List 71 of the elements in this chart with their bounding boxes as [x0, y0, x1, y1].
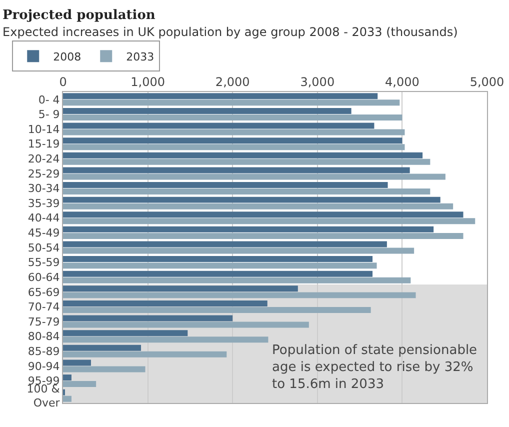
- bar: [63, 138, 402, 144]
- annotation: Population of state pensionable age is expected to rise by 32% to 15.6m in 2033: [272, 343, 478, 392]
- bar: [63, 232, 464, 239]
- bar: [63, 188, 430, 195]
- y-tick-label: 40-44: [28, 212, 60, 225]
- y-tick-label: 70-74: [28, 300, 60, 314]
- bar: [63, 336, 268, 343]
- y-tick-label: 10-14: [28, 122, 60, 136]
- bar: [63, 248, 414, 254]
- bar: [63, 174, 446, 180]
- bar: [63, 307, 371, 313]
- bar: [63, 256, 373, 262]
- bar: [63, 218, 476, 224]
- bar: [63, 241, 387, 248]
- y-tick-label: 55-59: [28, 256, 60, 270]
- bar: [63, 360, 91, 366]
- bar: [63, 152, 423, 158]
- bar: [63, 114, 402, 120]
- bar: [63, 203, 454, 210]
- bar: [63, 144, 405, 150]
- bar: [63, 212, 464, 218]
- y-tick-label: 85-89: [28, 345, 60, 358]
- bar: [63, 129, 405, 136]
- y-tick-label: 60-64: [28, 270, 60, 284]
- bar: [63, 182, 388, 188]
- legend-label: 2033: [126, 50, 154, 64]
- y-tick-label: 65-69: [28, 286, 60, 299]
- legend-label: 2008: [53, 50, 82, 64]
- bar: [63, 351, 227, 358]
- bar: [63, 100, 400, 106]
- y-tick-label: 35-39: [28, 196, 60, 210]
- y-tick-label: 20-24: [28, 152, 60, 166]
- y-tick-label: 25-29: [28, 167, 60, 180]
- bar: [63, 277, 411, 284]
- bar: [63, 262, 377, 269]
- bar: [63, 322, 309, 328]
- y-tick-label: 15-19: [28, 138, 60, 151]
- y-tick-label: 80-84: [28, 330, 60, 344]
- bar: [63, 366, 146, 372]
- y-tick-label: 50-54: [28, 241, 60, 254]
- bar: [63, 270, 373, 277]
- bar: [63, 300, 268, 306]
- bar: [63, 196, 440, 203]
- x-tick-label: 2,000: [215, 75, 250, 90]
- x-tick-label: 1,000: [130, 75, 165, 90]
- bar: [63, 330, 188, 336]
- bar: [63, 344, 142, 351]
- bar: [63, 93, 378, 100]
- x-tick-label: 5,000: [470, 75, 504, 90]
- bar: [63, 167, 410, 174]
- y-tick-label: 90-94: [28, 360, 60, 373]
- chart-subtitle: Expected increases in UK population by age group 2008 - 2033 (thousands): [2, 25, 458, 40]
- bar: [63, 158, 430, 165]
- bar: [63, 292, 416, 298]
- chart-title: Projected population: [2, 8, 156, 24]
- x-tick-label: 4,000: [385, 75, 420, 90]
- y-tick-label: 75-79: [28, 315, 60, 328]
- y-tick-label: 45-49: [28, 226, 60, 240]
- x-tick-label: 3,000: [300, 75, 335, 90]
- bar: [63, 374, 72, 381]
- y-tick-label: 0- 4: [38, 93, 60, 106]
- bar: [63, 315, 233, 322]
- y-tick-label: 30-34: [28, 182, 60, 196]
- bar: [63, 122, 374, 129]
- bar: [63, 108, 352, 114]
- bar: [63, 286, 298, 292]
- bar: [63, 381, 96, 388]
- x-tick-label: 0: [59, 75, 67, 90]
- bar: [63, 396, 72, 402]
- y-tick-label: 5- 9: [38, 108, 60, 122]
- bar: [63, 226, 434, 232]
